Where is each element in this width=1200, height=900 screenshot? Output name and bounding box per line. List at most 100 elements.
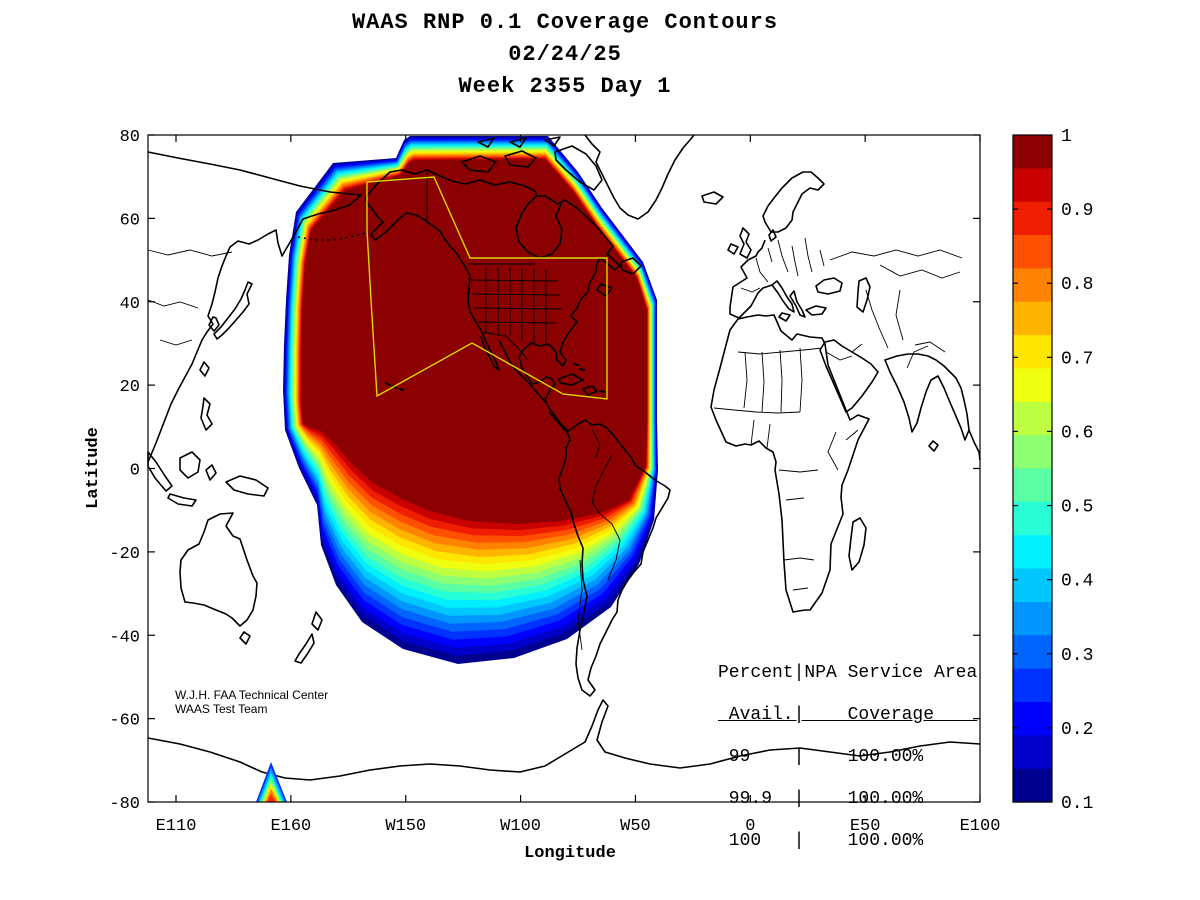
colorbar-band [1013,668,1052,703]
x-tick-label: E110 [156,817,197,836]
coastline [771,280,795,313]
coastline [582,385,598,396]
coastline [239,631,251,645]
colorbar-band [1013,235,1052,269]
y-tick-label: 40 [120,295,140,314]
credit-line1: W.J.H. FAA Technical Center [175,688,329,702]
coastline [928,440,939,452]
coastline [544,136,561,147]
y-tick-label: 20 [120,378,140,397]
coastline [710,314,870,613]
figure-title-line1: WAAS RNP 0.1 Coverage Contours [352,10,778,35]
country-border [713,347,859,591]
coastline [805,305,827,316]
country-border [740,237,825,293]
colorbar-band [1013,501,1052,536]
coastline [819,339,879,413]
colorbar-band [1013,768,1052,803]
coastline [225,475,269,497]
coastline [884,353,970,441]
coastline [584,134,695,220]
y-tick-label: 60 [120,211,140,230]
colorbar-tick-label: 0.5 [1061,498,1093,518]
colorbar-band [1013,468,1052,503]
availability-table: Percent|NPA Service Area Avail.| Coverag… [718,638,977,876]
colorbar-border [1012,134,1053,803]
y-tick-label: -60 [109,712,140,731]
coastline [167,493,197,507]
coastline [596,283,613,297]
country-border [851,343,929,369]
colorbar-tick-label: 1 [1061,127,1072,147]
x-axis-label: Longitude [524,844,616,863]
availability-table-row: 100 | 100.00% [718,831,924,851]
colorbar-band [1013,301,1052,336]
coastline [778,312,791,322]
coastline [762,171,825,233]
colorbar-band [1013,335,1052,370]
y-axis-label: Latitude [84,427,103,509]
y-tick-label: -20 [109,545,140,564]
colorbar-band [1013,168,1052,203]
coastline [179,451,201,479]
coastline [815,277,843,295]
colorbar-band [1013,401,1052,436]
colorbar-tick-label: 0.1 [1061,794,1093,814]
coastline [461,155,497,173]
contour-bands-layer [283,136,658,664]
colorbar-band [1013,201,1052,236]
coastline [739,227,752,259]
availability-table-header2: Avail.| Coverage [718,705,978,725]
colorbar-band [1013,735,1052,770]
coastline [498,339,546,403]
coastline [701,191,724,205]
credit-line2: WAAS Test Team [175,702,268,716]
colorbar-band [1013,701,1052,736]
coastline [147,451,173,492]
coastline [147,151,362,463]
coastline [294,633,315,664]
coastline [968,429,981,461]
coastline [179,512,258,627]
y-tick-label: 0 [130,462,140,481]
y-tick-label: 80 [120,128,140,147]
colorbar-band [1013,135,1052,169]
npa-service-area-layer [366,176,608,400]
x-tick-label: E50 [850,817,881,836]
coastline [727,243,739,255]
coastline [848,517,867,571]
x-tick-label: W50 [620,817,651,836]
credit-text: W.J.H. FAA Technical Center WAAS Test Te… [175,688,328,716]
coastline [515,195,563,259]
country-border [825,249,963,361]
x-tick-label: E160 [270,817,311,836]
x-tick-label: 0 [745,817,755,836]
figure-title-line3: Week 2355 Day 1 [458,74,671,99]
coastlines-layer [147,134,981,781]
coastline [364,169,621,272]
coastline [205,464,217,481]
y-tick-label: -80 [109,795,140,814]
x-tick-label: W100 [500,817,541,836]
colorbar-tick-label: 0.3 [1061,646,1093,666]
coastline [518,271,671,697]
coastline [509,137,527,148]
npa-service-area-boundary [366,176,608,400]
coastline [620,257,642,275]
country-border [481,331,529,361]
country-border [147,249,233,346]
colorbar-band [1013,368,1052,403]
colorbar-tick-label: 0.4 [1061,572,1093,592]
antarctic-spot-layer [256,762,287,802]
axes-layer: E110 E160 W150 W100 W50 0 E50 E100 80 60 40 20 0 -20 -… [109,128,1000,836]
coastline [147,699,981,781]
y-tick-label: -40 [109,628,140,647]
colorbar-tick-label: 0.8 [1061,275,1093,295]
colorbar-tick-label: 0.7 [1061,349,1093,369]
colorbar-band [1013,435,1052,470]
colorbar-band [1013,568,1052,603]
country-border [485,266,547,344]
coastline [213,281,253,340]
colorbar: 1 0.9 0.8 0.7 0.6 0.5 0.4 0.3 0.2 0.1 [1012,127,1093,814]
